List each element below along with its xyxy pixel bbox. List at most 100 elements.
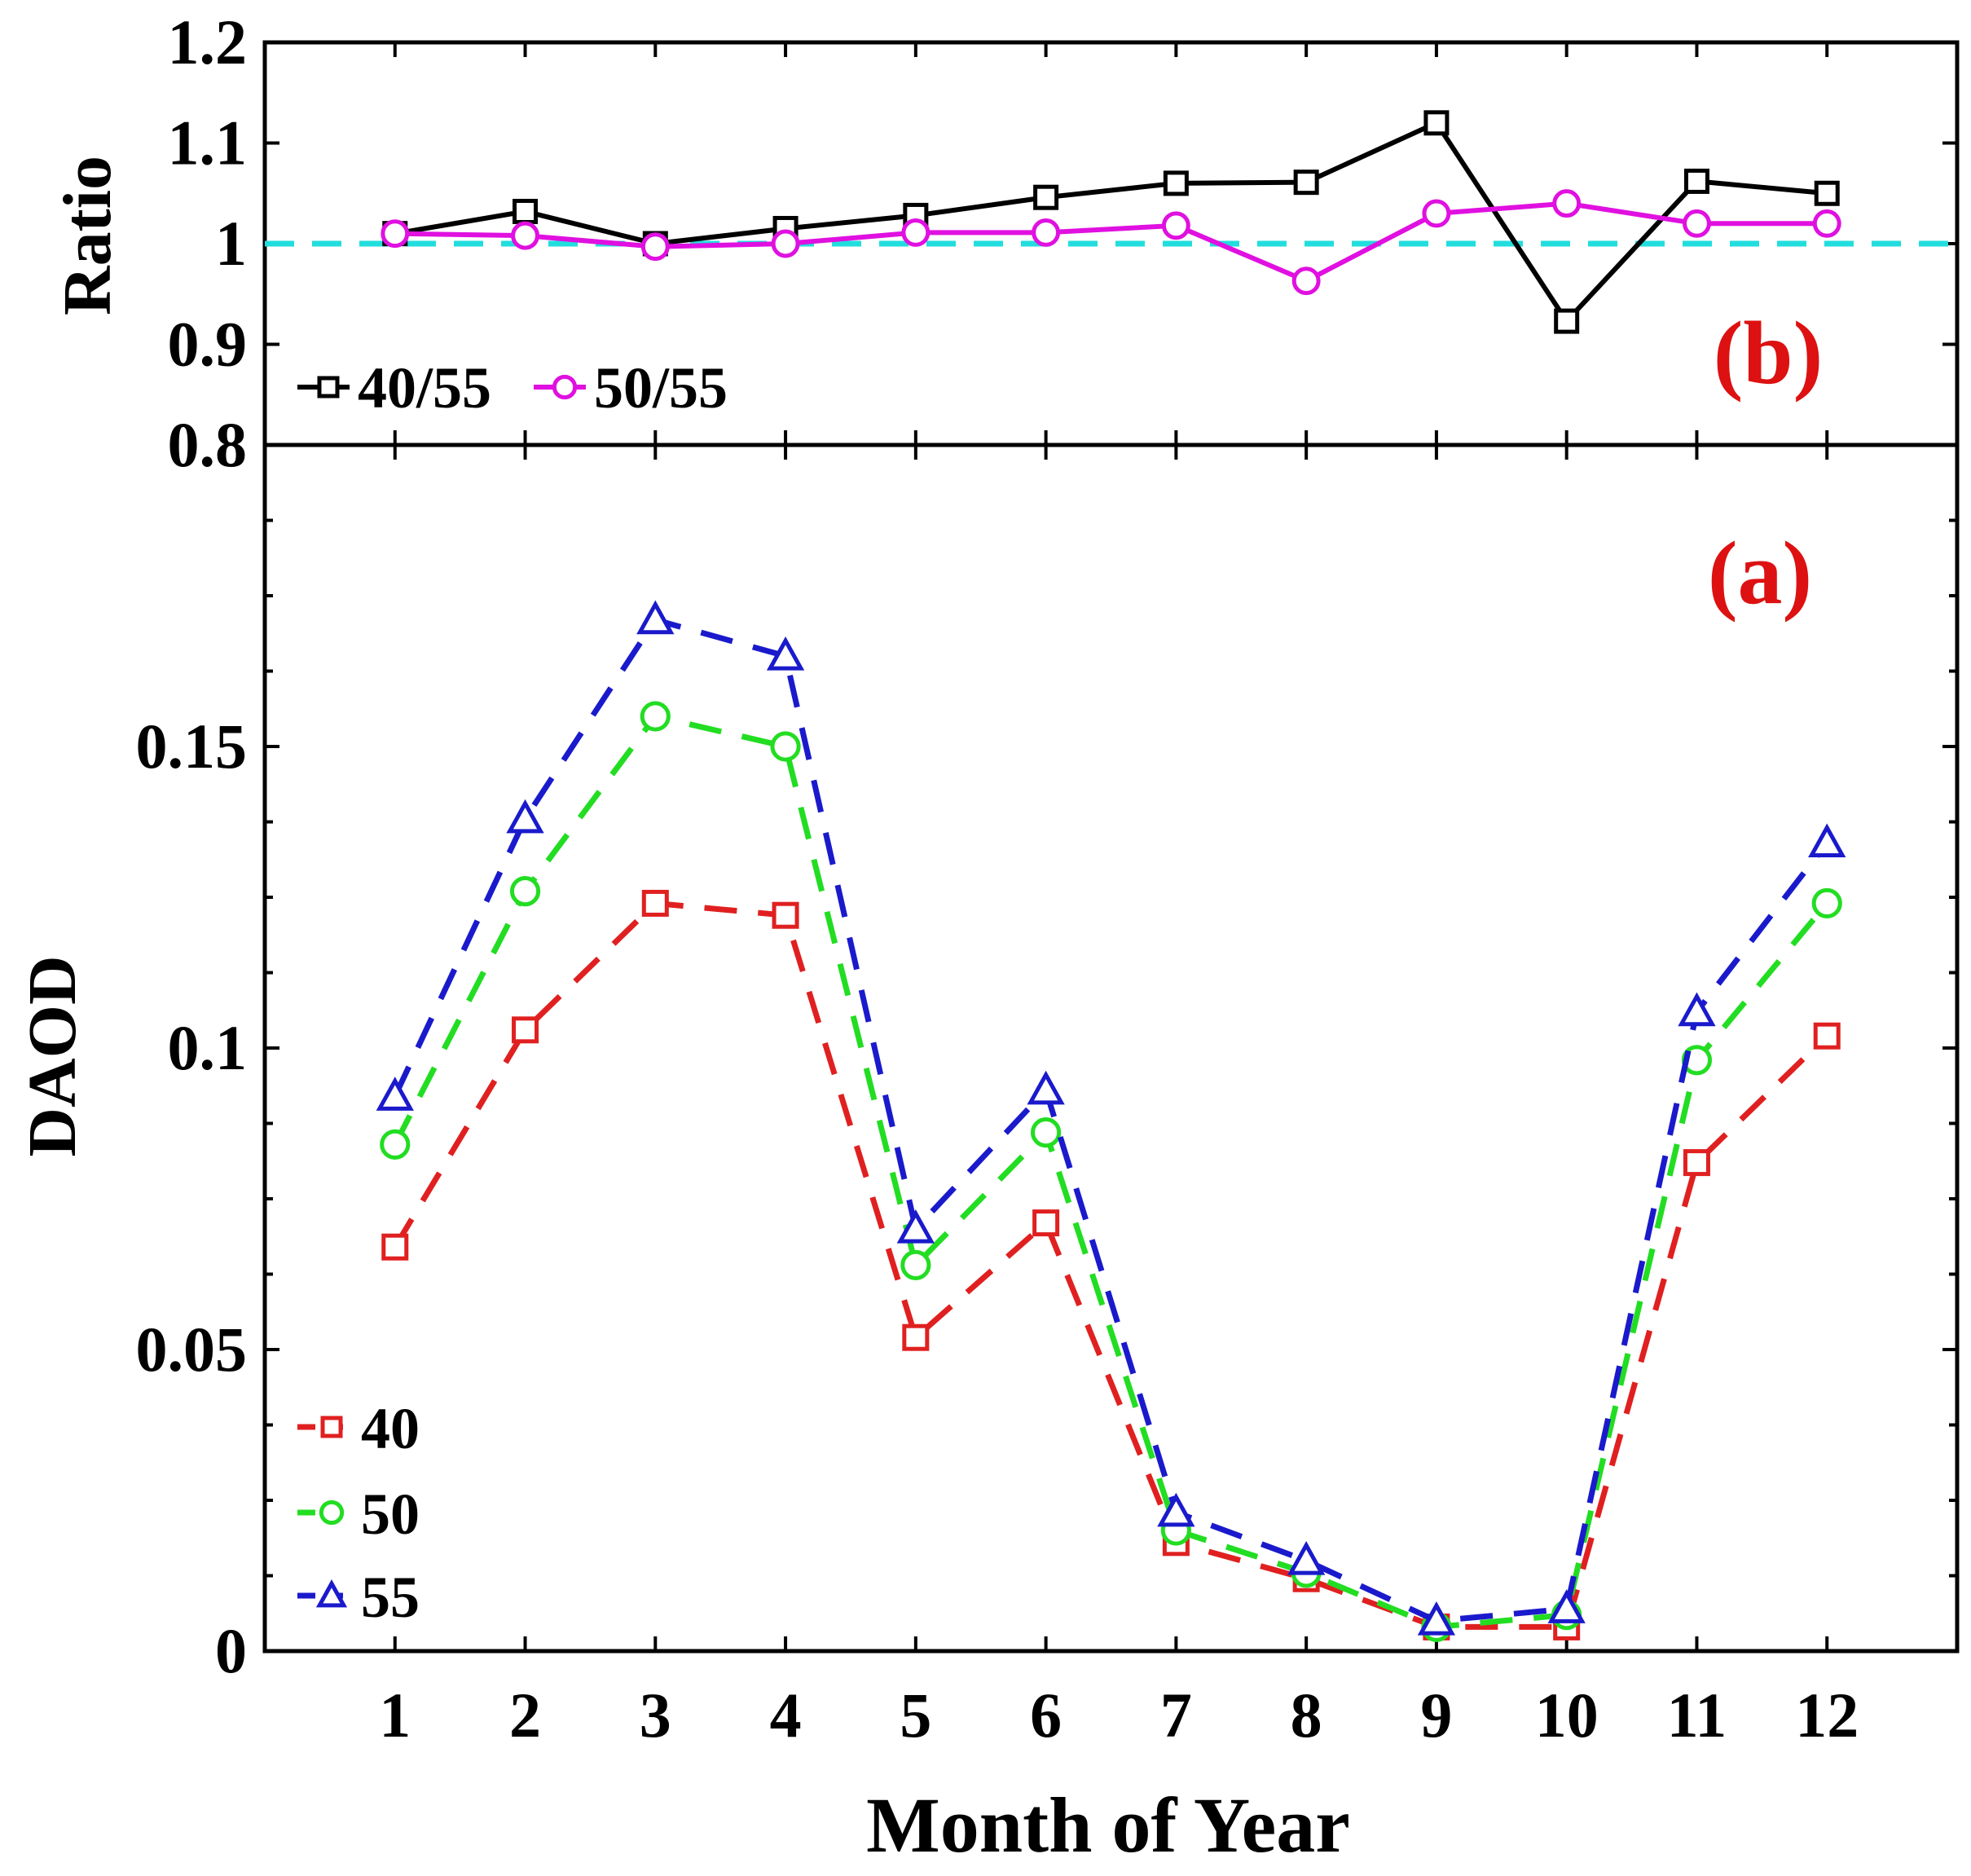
ratio-panel: 0.8 0.9 1 1.1 1.2 Ratio (b) 40/55 50/55 [50,7,1960,480]
daod-point-55-m3 [636,600,675,635]
daod-axis-ticks: 00.050.10.151 2 3 4 5 6 7 8 9 10 11 12 [136,443,1957,1750]
ratio-point-50-55-m7 [1161,211,1190,240]
xtick-label: 9 [1420,1680,1452,1750]
daod-point-40-m6 [1032,1209,1060,1237]
daod-point-40-m1 [381,1233,409,1261]
xtick-label: 10 [1535,1680,1599,1750]
panel-label-b: (b) [1714,303,1823,403]
daod-point-50-m12 [1811,887,1842,919]
xtick-label: 4 [770,1680,802,1750]
daod-point-50-m3 [640,701,671,732]
legend-marker [315,1579,348,1608]
daod-point-40-m2 [512,1016,539,1044]
daod-series-50 [380,701,1842,1643]
daod-point-55-m7 [1157,1492,1195,1527]
xtick-label: 2 [509,1680,541,1750]
daod-point-50-m4 [770,731,801,762]
ratio-point-50-55-m12 [1812,209,1841,238]
xtick-label: 6 [1030,1680,1062,1750]
ratio-ytick-label: 1.2 [168,7,248,77]
panel-label-a: (a) [1708,523,1812,623]
legend-entry-40: 40 [297,1396,420,1461]
ratio-point-40-55-m9 [1423,110,1450,136]
daod-point-55-m1 [376,1077,414,1111]
xtick-label: 7 [1160,1680,1192,1750]
ratio-series-40-55 [382,110,1840,334]
daod-panel: 00.050.10.151 2 3 4 5 6 7 8 9 10 11 12 DAOD Month o… [15,443,1960,1869]
ratio-series [381,110,1841,334]
x-axis-label: Month of Year [866,1781,1350,1869]
ratio-point-40-55-m12 [1814,180,1840,206]
daod-point-55-m2 [506,799,544,834]
legend-label-50: 50 [361,1482,420,1547]
legend-marker [319,1499,345,1526]
daod-legend: 40 50 55 [297,1396,420,1630]
ratio-point-50-55-m1 [381,219,410,249]
ratio-point-40-55-m10 [1554,308,1580,334]
daod-point-55-m6 [1027,1070,1065,1105]
daod-ytick-label: 0 [215,1615,247,1686]
legend-label-40: 40 [361,1396,420,1461]
daod-point-55-m4 [766,636,805,671]
daod-point-40-m4 [772,901,799,929]
daod-point-55-m5 [896,1209,935,1244]
ratio-point-50-55-m6 [1032,218,1061,247]
daod-ytick-label: 0.05 [136,1314,248,1385]
ratio-legend: 40/55 50/55 [297,355,728,421]
ratio-point-50-55-m2 [511,221,539,250]
ratio-point-40-55-m11 [1683,168,1709,194]
daod-point-50-m5 [900,1249,931,1281]
legend-label-55: 55 [361,1565,420,1630]
daod-point-55-m12 [1808,823,1846,858]
daod-ytick-label: 0.15 [136,711,248,782]
ratio-point-40-55-m6 [1033,184,1059,210]
daod-point-55-m9 [1417,1601,1456,1636]
daod-line-40 [392,900,1829,1630]
ratio-axis-ticks: 0.8 0.9 1 1.1 1.2 [168,7,1957,480]
ratio-point-40-55-m2 [513,198,539,224]
legend-label-40-55: 40/55 [358,355,491,421]
daod-point-55-m10 [1547,1589,1586,1623]
daod-point-55-m8 [1287,1540,1326,1575]
daod-point-40-m11 [1683,1149,1710,1177]
xtick-label: 12 [1795,1680,1859,1750]
xtick-label: 3 [640,1680,671,1750]
ratio-ytick-label: 1 [215,208,247,279]
legend-marker [552,374,578,400]
ratio-point-50-55-m5 [901,218,931,247]
legend-marker [320,1416,343,1438]
daod-series [376,600,1846,1643]
daod-point-50-m2 [509,876,541,907]
daod-point-50-m6 [1031,1117,1062,1148]
legend-label-50-55: 50/55 [594,355,728,421]
ratio-line-50-55 [394,200,1828,284]
daod-line-50 [392,713,1829,1630]
ratio-series-50-55 [381,189,1841,296]
daod-y-axis-label: DAOD [15,955,90,1156]
ratio-line-40-55 [394,120,1828,325]
ratio-ytick-label: 0.9 [168,309,248,380]
ratio-ytick-label: 1.1 [168,108,248,178]
ratio-point-50-55-m4 [771,229,800,258]
legend-entry-50: 50 [297,1482,420,1547]
ratio-point-50-55-m10 [1552,189,1582,218]
xtick-label: 8 [1291,1680,1322,1750]
ratio-point-40-55-m8 [1293,170,1319,196]
daod-ytick-label: 0.1 [168,1012,248,1083]
daod-point-50-m1 [380,1129,411,1160]
daod-point-40-m5 [902,1323,930,1351]
ratio-y-axis-label: Ratio [50,156,125,315]
legend-entry-40-55: 40/55 [297,355,491,421]
legend-entry-55: 55 [297,1565,420,1630]
ratio-point-50-55-m8 [1291,266,1321,296]
ratio-point-50-55-m9 [1422,199,1451,228]
daod-point-40-m12 [1813,1022,1841,1050]
daod-series-55 [376,600,1846,1636]
legend-marker [317,376,340,399]
daod-point-40-m3 [641,889,669,917]
xtick-label: 11 [1667,1680,1727,1750]
daod-series-40 [381,889,1841,1640]
xtick-label: 5 [900,1680,931,1750]
daod-line-55 [392,616,1830,1624]
